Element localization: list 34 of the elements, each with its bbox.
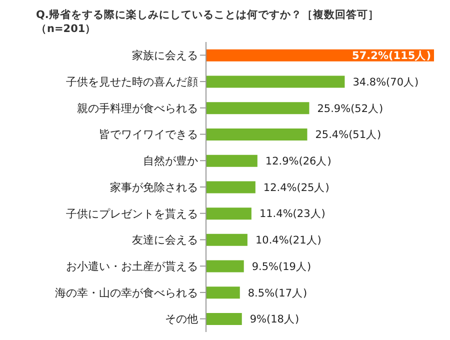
data-label: 9%(18人) xyxy=(250,314,300,326)
y-tick-label: 自然が豊か xyxy=(143,154,198,168)
y-tick-label: 家事が免除される xyxy=(110,180,198,194)
bar xyxy=(206,234,248,246)
data-label: 25.4%(51人) xyxy=(315,129,382,142)
text: （n=201） xyxy=(36,22,98,36)
bar xyxy=(206,76,345,88)
data-label: 10.4%(21人) xyxy=(255,234,322,247)
data-label: 12.9%(26人) xyxy=(265,156,332,168)
y-tick-label: お小遣い・お土産が貰える xyxy=(66,260,198,273)
data-label: 25.9%(52人) xyxy=(317,102,384,115)
bar xyxy=(206,208,252,220)
chart-title: Q.帰省をする際に楽しみにしていることは何ですか？［複数回答可］ xyxy=(36,8,379,22)
bar xyxy=(206,154,258,167)
y-tick-label: 海の幸・山の幸が食べられる xyxy=(55,286,198,300)
bar xyxy=(206,286,240,299)
y-tick-label: 家族に会える xyxy=(132,49,198,62)
y-tick-label: 子供を見せた時の喜んだ顔 xyxy=(66,75,198,88)
data-label: 34.8%(70人) xyxy=(352,76,419,88)
y-tick-label: 子供にプレゼントを貰える xyxy=(66,207,198,220)
bar xyxy=(206,313,242,326)
bar xyxy=(206,102,310,114)
data-label: 12.4%(25人) xyxy=(263,182,330,194)
data-label: 11.4%(23人) xyxy=(259,208,326,220)
bar xyxy=(206,128,308,140)
data-label: 57.2%(115人) xyxy=(352,50,431,62)
bar xyxy=(206,181,256,194)
y-tick-label: その他 xyxy=(165,312,198,326)
y-tick-label: 友達に会える xyxy=(132,234,198,247)
bar xyxy=(206,260,244,272)
data-label: 9.5%(19人) xyxy=(252,260,312,273)
data-label: 8.5%(17人) xyxy=(248,287,308,300)
y-tick-label: 親の手料理が食べられる xyxy=(77,102,198,115)
y-tick-label: 皆でワイワイできる xyxy=(99,128,198,142)
